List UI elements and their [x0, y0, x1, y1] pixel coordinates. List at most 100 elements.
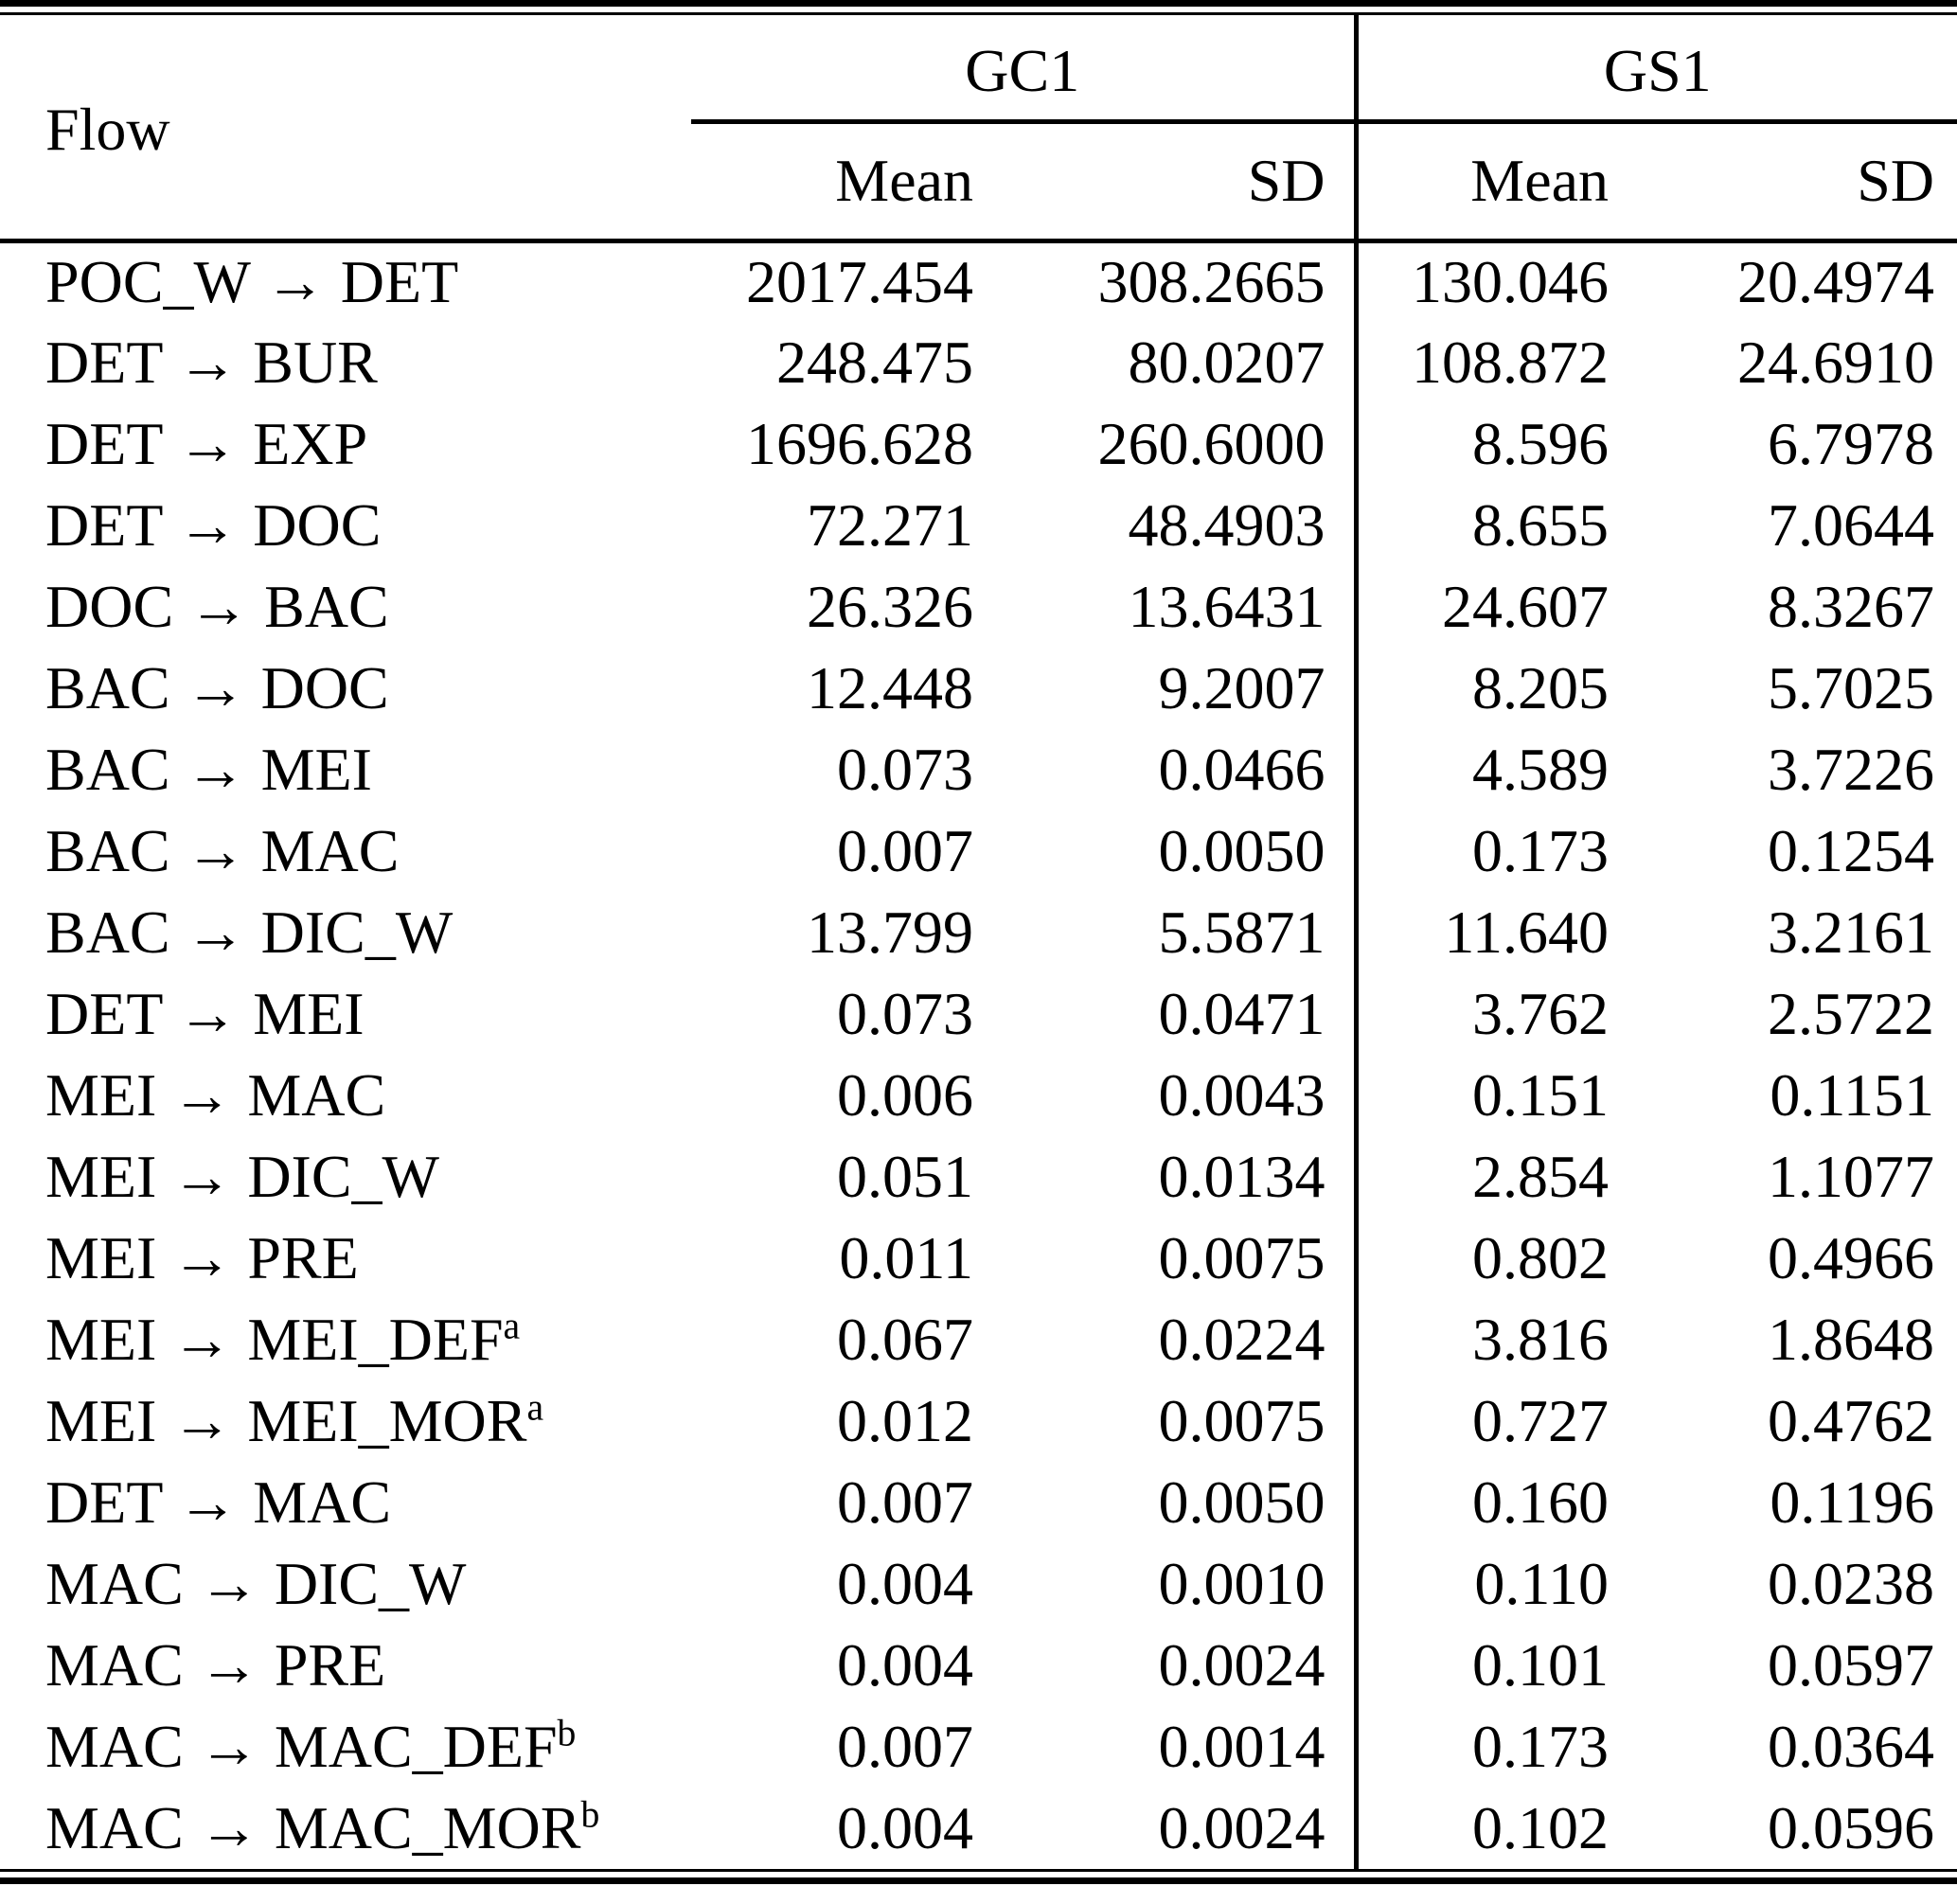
gc1-mean-cell: 0.051 [837, 1143, 973, 1210]
table-row: BAC → DIC_W 13.799 5.5871 11.640 3.2161 [0, 892, 1957, 973]
flow-cell: MEI → MEI_MORa [0, 1380, 691, 1462]
gs1-sd-cell: 0.1254 [1768, 817, 1934, 884]
gc1-sd-cell: 0.0024 [1158, 1631, 1325, 1699]
top-thin-rule [0, 12, 1957, 15]
gs1-sd-cell: 0.4762 [1768, 1387, 1934, 1454]
table-row: BAC → MEI 0.073 0.0466 4.589 3.7226 [0, 729, 1957, 810]
table-row: DET → BUR 248.475 80.0207 108.872 24.691… [0, 322, 1957, 403]
flow-label: MEI → MEI_MOR [45, 1387, 527, 1454]
table-row: MEI → PRE 0.011 0.0075 0.802 0.4966 [0, 1218, 1957, 1299]
flow-label: MEI → PRE [45, 1224, 359, 1291]
gs1-mean-cell: 108.872 [1353, 322, 1624, 403]
flow-label: MAC → MAC_DEF [45, 1713, 558, 1780]
gc1-mean-cell: 72.271 [807, 491, 973, 559]
flow-cell: DET → EXP [0, 403, 691, 485]
gs1-sd-cell: 0.1151 [1770, 1061, 1934, 1129]
gs1-mean-cell: 24.607 [1353, 566, 1624, 648]
flow-superscript: b [557, 1712, 577, 1754]
gc1-mean-cell: 0.012 [837, 1387, 973, 1454]
column-header-gs1-sd: SD [1624, 121, 1957, 243]
table-header: Flow GC1 GS1 Mean SD Mean SD [0, 15, 1957, 243]
gc1-sd-cell: 0.0075 [1158, 1387, 1325, 1454]
flow-label: MAC → PRE [45, 1631, 386, 1699]
gs1-mean-cell: 0.802 [1353, 1218, 1624, 1299]
gc1-mean-cell: 12.448 [807, 654, 973, 721]
gc1-mean-cell: 0.007 [837, 1468, 973, 1536]
flow-superscript: a [503, 1305, 521, 1347]
table-row: DOC → BAC 26.326 13.6431 24.607 8.3267 [0, 566, 1957, 648]
flow-cell: MAC → DIC_W [0, 1543, 691, 1625]
flow-label: BAC → DOC [45, 654, 389, 721]
gs1-mean-cell: 0.727 [1353, 1380, 1624, 1462]
flow-label: MEI → DIC_W [45, 1143, 439, 1210]
gc1-sd-cell: 0.0134 [1158, 1143, 1325, 1210]
gc1-mean-cell: 1696.628 [746, 410, 973, 477]
flow-label: DET → BUR [45, 329, 378, 396]
table-row: MAC → PRE 0.004 0.0024 0.101 0.0597 [0, 1625, 1957, 1706]
gs1-sd-cell: 8.3267 [1768, 573, 1934, 640]
flow-cell: BAC → DOC [0, 648, 691, 729]
gc1-sd-cell: 9.2007 [1158, 654, 1325, 721]
flow-superscript: a [526, 1386, 544, 1429]
table-row: MAC → MAC_DEFb 0.007 0.0014 0.173 0.0364 [0, 1706, 1957, 1788]
gc1-sd-cell: 308.2665 [1097, 248, 1325, 316]
gc1-mean-cell: 0.011 [839, 1224, 973, 1291]
flow-label: MEI → MAC [45, 1061, 386, 1129]
gc1-sd-cell: 0.0043 [1158, 1061, 1325, 1129]
table-body: POC_W → DET 2017.454 308.2665 130.046 20… [0, 240, 1957, 1869]
flows-table: Flow GC1 GS1 Mean SD Mean SD POC_W → DET… [0, 15, 1957, 1869]
gs1-sd-cell: 0.0238 [1768, 1550, 1934, 1617]
gs1-sd-cell: 7.0644 [1768, 491, 1934, 559]
gs1-mean-cell: 3.816 [1353, 1299, 1624, 1380]
table-row: BAC → MAC 0.007 0.0050 0.173 0.1254 [0, 810, 1957, 892]
gs1-mean-cell: 0.101 [1353, 1625, 1624, 1706]
gs1-mean-cell: 0.160 [1353, 1462, 1624, 1543]
gs1-mean-cell: 0.173 [1353, 810, 1624, 892]
flow-label: DET → EXP [45, 410, 368, 477]
gc1-mean-cell: 0.004 [837, 1631, 973, 1699]
column-group-gc1: GC1 [691, 15, 1356, 124]
table-row: DET → EXP 1696.628 260.6000 8.596 6.7978 [0, 403, 1957, 485]
flow-cell: DOC → BAC [0, 566, 691, 648]
flow-cell: DET → DOC [0, 485, 691, 566]
flow-cell: BAC → MEI [0, 729, 691, 810]
gc1-sd-cell: 80.0207 [1128, 329, 1325, 396]
gs1-mean-cell: 0.110 [1353, 1543, 1624, 1625]
flow-label: BAC → MEI [45, 736, 372, 803]
gs1-mean-cell: 8.596 [1353, 403, 1624, 485]
gc1-sd-cell: 13.6431 [1128, 573, 1325, 640]
table-row: MEI → MEI_MORa 0.012 0.0075 0.727 0.4762 [0, 1380, 1957, 1462]
gs1-mean-cell: 8.205 [1353, 648, 1624, 729]
top-thick-rule [0, 0, 1957, 7]
gs1-mean-cell: 2.854 [1353, 1136, 1624, 1218]
flow-label: DOC → BAC [45, 573, 389, 640]
gc1-sd-cell: 0.0010 [1158, 1550, 1325, 1617]
gs1-sd-cell: 20.4974 [1737, 248, 1934, 316]
gc1-sd-cell: 0.0224 [1158, 1306, 1325, 1373]
gs1-sd-cell: 0.4966 [1768, 1224, 1934, 1291]
gc1-mean-cell: 0.004 [837, 1550, 973, 1617]
gs1-sd-cell: 0.0364 [1768, 1713, 1934, 1780]
group-header-row: Flow GC1 GS1 [0, 15, 1957, 243]
gc1-mean-cell: 0.067 [837, 1306, 973, 1373]
gs1-mean-cell: 8.655 [1353, 485, 1624, 566]
bottom-thick-rule [0, 1877, 1957, 1884]
gs1-sd-cell: 1.8648 [1768, 1306, 1934, 1373]
gc1-mean-cell: 0.007 [837, 1713, 973, 1780]
table-row: DET → MEI 0.073 0.0471 3.762 2.5722 [0, 973, 1957, 1055]
column-header-gc1-mean: Mean [691, 121, 985, 243]
flow-cell: POC_W → DET [0, 240, 691, 322]
gs1-mean-cell: 0.173 [1353, 1706, 1624, 1788]
flow-cell: DET → MEI [0, 973, 691, 1055]
flow-cell: MAC → PRE [0, 1625, 691, 1706]
flow-label: DET → MAC [45, 1468, 392, 1536]
flow-label: BAC → DIC_W [45, 899, 454, 966]
table-row: MEI → MEI_DEFa 0.067 0.0224 3.816 1.8648 [0, 1299, 1957, 1380]
table-row: MAC → DIC_W 0.004 0.0010 0.110 0.0238 [0, 1543, 1957, 1625]
column-header-gc1-sd: SD [985, 121, 1356, 243]
flow-label: MAC → MAC_MOR [45, 1794, 581, 1861]
gs1-sd-cell: 0.0597 [1768, 1631, 1934, 1699]
flow-cell: BAC → MAC [0, 810, 691, 892]
gs1-sd-cell: 6.7978 [1768, 410, 1934, 477]
